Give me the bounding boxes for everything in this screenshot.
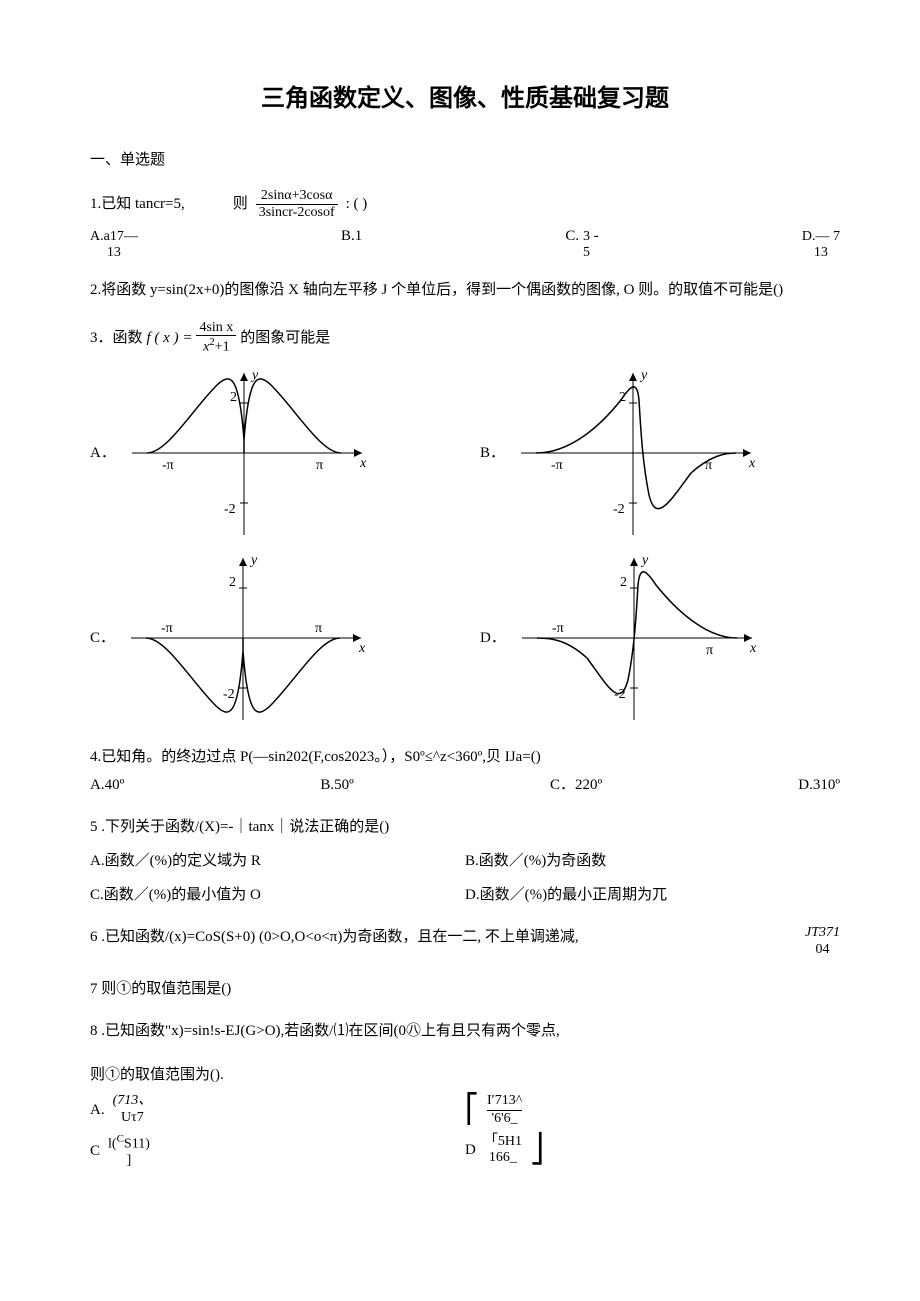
q8-b-top: I′713^	[487, 1093, 522, 1111]
q4-choice-b: B.50º	[320, 773, 353, 797]
svg-text:x: x	[748, 456, 756, 471]
chart-c: y x 2 -2 -π π	[121, 550, 371, 725]
q8-choice-c: C l(CS11) ]	[90, 1133, 465, 1170]
question-1: 1.已知 tancr=5, 则 2sinα+3cosα 3sincr-2coso…	[90, 188, 840, 260]
q1-suffix: : ( )	[346, 192, 368, 216]
svg-text:π: π	[316, 458, 323, 473]
page-title: 三角函数定义、图像、性质基础复习题	[90, 80, 840, 118]
q1-d-bot: 13	[814, 245, 828, 260]
q8-choice-b: ⎡ I′713^ '6'6_	[465, 1093, 840, 1128]
question-7: 7 则①的取值范围是()	[90, 977, 840, 1001]
svg-text:x: x	[358, 641, 366, 656]
q1-a-bot: 13	[107, 245, 121, 260]
q8-d-label: D	[465, 1138, 476, 1162]
chart-a: y x 2 -2 -π π	[122, 365, 372, 540]
question-4: 4.已知角。的终边过点 P(—sin202(F,cos2023。），S0º≤^z…	[90, 745, 840, 797]
svg-text:2: 2	[229, 575, 236, 590]
q1-choice-d: D.— 7 13	[802, 224, 840, 260]
section-heading: 一、单选题	[90, 148, 840, 172]
svg-text:π: π	[315, 621, 322, 636]
svg-text:-π: -π	[161, 621, 173, 636]
question-6: 6 .已知函数/(x)=CoS(S+0) (0>O,O<o<π)为奇函数，且在一…	[90, 925, 840, 959]
q1-c-top: 3	[583, 229, 590, 244]
svg-text:y: y	[639, 368, 648, 383]
q5-choice-d: D.函数／(%)的最小正周期为兀	[465, 883, 840, 907]
q3-label-b: B．	[480, 441, 505, 465]
chart-d: y x 2 -2 -π π	[512, 550, 762, 725]
question-2: 2.将函数 y=sin(2x+0)的图像沿 X 轴向左平移 J 个单位后，得到一…	[90, 278, 840, 302]
q1-c-bot: 5	[583, 245, 590, 260]
q8-d-bot: 166_	[489, 1150, 517, 1167]
svg-text:y: y	[640, 553, 649, 568]
q3-label-d: D．	[480, 626, 506, 650]
q8-choice-a: A. (713、 Uτ7	[90, 1093, 465, 1127]
question-8: 8 .已知函数"x)=sin!s-EJ(G>O),若函数/⑴在区间(0㊇上有且只…	[90, 1019, 840, 1176]
svg-text:y: y	[250, 368, 259, 383]
svg-text:2: 2	[230, 390, 237, 405]
q3-suffix: 的图象可能是	[240, 326, 330, 350]
question-5: 5 .下列关于函数/(X)=-｜tanx｜说法正确的是() A.函数／(%)的定…	[90, 815, 840, 907]
q3-label-c: C．	[90, 626, 115, 650]
q4-choice-a: A.40º	[90, 773, 124, 797]
q8-a-top: (713、	[113, 1093, 153, 1110]
q8-a-label: A.	[90, 1098, 105, 1122]
question-3: 3．函数 f ( x ) = 4sin x x2+1 的图象可能是 A． y x…	[90, 320, 840, 725]
q4-choice-c: C．220º	[550, 773, 602, 797]
svg-text:x: x	[359, 456, 367, 471]
svg-text:-2: -2	[224, 502, 236, 517]
q1-choice-a: A.a17— 13	[90, 224, 138, 260]
q3-charts: A． y x 2 -2 -π π B．	[90, 365, 840, 725]
q5-choice-a: A.函数／(%)的定义域为 R	[90, 849, 465, 873]
q5-choice-c: C.函数／(%)的最小值为 O	[90, 883, 465, 907]
q6-text: 6 .已知函数/(x)=CoS(S+0) (0>O,O<o<π)为奇函数，且在一…	[90, 925, 799, 949]
svg-text:y: y	[249, 553, 258, 568]
q8-c-top: l(CS11)	[108, 1133, 150, 1153]
q3-den: x2+1	[196, 336, 236, 355]
q3-fraction: 4sin x x2+1	[196, 320, 236, 355]
svg-text:x: x	[749, 641, 757, 656]
q1-a-top: A.a17—	[90, 229, 138, 244]
bracket-icon: ⎦	[530, 1136, 544, 1164]
q8-range: 则①的取值范围为().	[90, 1063, 840, 1087]
q1-frac-den: 3sincr-2cosof	[256, 205, 338, 220]
svg-text:-2: -2	[613, 502, 625, 517]
q1-choice-b: B.1	[341, 224, 362, 260]
q6-right-bot: 04	[805, 942, 840, 959]
q3-label-a: A．	[90, 441, 116, 465]
q3-fx: f ( x ) =	[147, 326, 193, 350]
q3-prefix: 3．函数	[90, 326, 143, 350]
q8-choice-d: D 「5H1 166_ ⎦	[465, 1134, 840, 1168]
q6-right-top: JT371	[805, 925, 840, 942]
q2-text: 2.将函数 y=sin(2x+0)的图像沿 X 轴向左平移 J 个单位后，得到一…	[90, 278, 840, 302]
svg-text:-2: -2	[223, 687, 235, 702]
q1-fraction: 2sinα+3cosα 3sincr-2cosof	[256, 188, 338, 220]
q5-text: 5 .下列关于函数/(X)=-｜tanx｜说法正确的是()	[90, 815, 840, 839]
svg-text:-π: -π	[162, 458, 174, 473]
q8-text: 8 .已知函数"x)=sin!s-EJ(G>O),若函数/⑴在区间(0㊇上有且只…	[90, 1019, 840, 1043]
svg-text:2: 2	[620, 575, 627, 590]
q1-choice-c: C. 3 5 -	[565, 224, 598, 260]
q8-c-label: C	[90, 1139, 100, 1163]
chart-b: y x 2 -2 -π π	[511, 365, 761, 540]
q3-num: 4sin x	[196, 320, 236, 336]
q1-frac-num: 2sinα+3cosα	[256, 188, 338, 204]
q1-mid: 则	[233, 192, 248, 216]
q4-text: 4.已知角。的终边过点 P(—sin202(F,cos2023。），S0º≤^z…	[90, 745, 840, 769]
svg-text:-π: -π	[552, 621, 564, 636]
q8-d-top: 「5H1	[484, 1134, 522, 1151]
q8-b-bot: '6'6_	[492, 1111, 518, 1128]
q4-choice-d: D.310º	[798, 773, 840, 797]
q1-prefix: 1.已知 tancr=5,	[90, 192, 185, 216]
q1-d-top: D.— 7	[802, 229, 840, 244]
q8-c-bot: ]	[127, 1153, 132, 1170]
q8-a-bot: Uτ7	[121, 1110, 144, 1127]
q6-right: JT371 04	[805, 925, 840, 959]
svg-text:π: π	[706, 643, 713, 658]
q7-text: 7 则①的取值范围是()	[90, 977, 840, 1001]
q5-choice-b: B.函数／(%)为奇函数	[465, 849, 840, 873]
bracket-icon: ⎡	[465, 1096, 479, 1124]
svg-text:-π: -π	[551, 458, 563, 473]
